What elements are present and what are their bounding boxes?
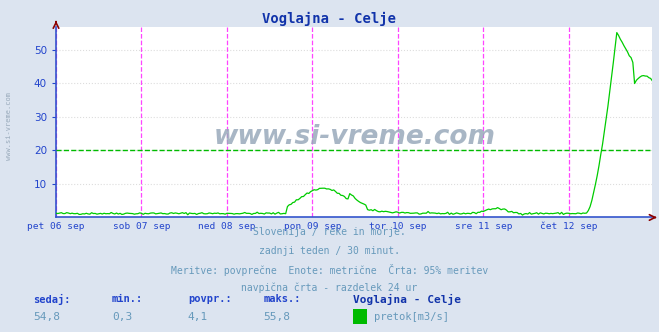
Text: povpr.:: povpr.: bbox=[188, 294, 231, 304]
Text: sedaj:: sedaj: bbox=[33, 294, 71, 305]
Text: maks.:: maks.: bbox=[264, 294, 301, 304]
Text: 0,3: 0,3 bbox=[112, 312, 132, 322]
Text: Voglajna - Celje: Voglajna - Celje bbox=[262, 12, 397, 26]
Text: Meritve: povprečne  Enote: metrične  Črta: 95% meritev: Meritve: povprečne Enote: metrične Črta:… bbox=[171, 264, 488, 276]
Text: navpična črta - razdelek 24 ur: navpična črta - razdelek 24 ur bbox=[241, 282, 418, 293]
Text: 4,1: 4,1 bbox=[188, 312, 208, 322]
Text: www.si-vreme.com: www.si-vreme.com bbox=[5, 92, 12, 160]
Text: zadnji teden / 30 minut.: zadnji teden / 30 minut. bbox=[259, 246, 400, 256]
Text: pretok[m3/s]: pretok[m3/s] bbox=[374, 312, 449, 322]
Text: Slovenija / reke in morje.: Slovenija / reke in morje. bbox=[253, 227, 406, 237]
Text: 55,8: 55,8 bbox=[264, 312, 291, 322]
Text: min.:: min.: bbox=[112, 294, 143, 304]
Text: Voglajna - Celje: Voglajna - Celje bbox=[353, 294, 461, 305]
Text: www.si-vreme.com: www.si-vreme.com bbox=[214, 124, 495, 150]
Text: 54,8: 54,8 bbox=[33, 312, 60, 322]
